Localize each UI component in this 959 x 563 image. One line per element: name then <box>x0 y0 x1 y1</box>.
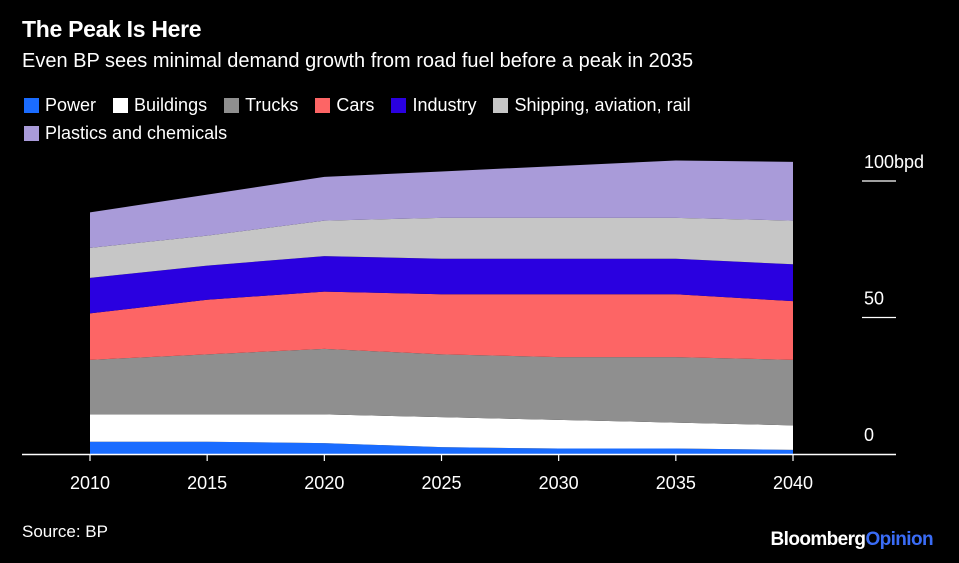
brand-section: Opinion <box>865 529 933 550</box>
legend-label: Buildings <box>134 95 208 115</box>
legend-label: Plastics and chemicals <box>45 123 228 143</box>
legend-swatch <box>224 98 240 113</box>
area-trucks <box>90 348 793 426</box>
x-tick-label: 2025 <box>421 473 461 493</box>
legend-item-power: Power <box>24 95 96 116</box>
legend-label: Cars <box>336 95 375 115</box>
area-shipping-aviation-rail <box>90 217 793 278</box>
x-tick-label: 2040 <box>773 473 813 493</box>
legend-swatch <box>493 98 509 113</box>
y-tick-label: 0 <box>864 425 874 445</box>
legend: Power Buildings Trucks Cars Industry Shipping… <box>24 95 924 144</box>
area-buildings <box>90 414 793 450</box>
legend-swatch <box>113 98 129 113</box>
legend-item-industry: Industry <box>391 95 476 116</box>
legend-item-cars: Cars <box>315 95 374 116</box>
x-tick-label: 2035 <box>656 473 696 493</box>
legend-swatch <box>24 98 39 113</box>
area-industry <box>90 256 793 314</box>
chart-title: The Peak Is Here <box>22 16 202 42</box>
y-tick-label: 100bpd <box>864 152 924 172</box>
legend-label: Shipping, aviation, rail <box>514 95 691 115</box>
area-cars <box>90 291 793 360</box>
x-tick-label: 2030 <box>539 473 579 493</box>
x-tick-label: 2015 <box>187 473 227 493</box>
legend-swatch <box>391 98 407 113</box>
area-plastics-and-chemicals <box>90 160 793 248</box>
legend-item-buildings: Buildings <box>113 95 207 116</box>
area-power <box>90 441 793 454</box>
brand-name: Bloomberg <box>770 529 866 550</box>
chart-subtitle: Even BP sees minimal demand growth from … <box>22 50 694 72</box>
legend-item-shipping-aviation-rail: Shipping, aviation, rail <box>493 95 691 116</box>
x-tick-label: 2010 <box>70 473 110 493</box>
legend-label: Trucks <box>245 95 299 115</box>
y-tick-label: 50 <box>864 289 884 309</box>
legend-label: Industry <box>412 95 477 115</box>
source-note: Source: BP <box>22 522 108 541</box>
legend-item-trucks: Trucks <box>224 95 298 116</box>
legend-label: Power <box>45 95 97 115</box>
bloomberg-opinion-logo: BloombergOpinion <box>770 529 934 551</box>
legend-swatch <box>24 126 39 141</box>
x-tick-label: 2020 <box>304 473 344 493</box>
legend-item-plastics-and-chemicals: Plastics and chemicals <box>24 123 227 144</box>
legend-swatch <box>315 98 331 113</box>
